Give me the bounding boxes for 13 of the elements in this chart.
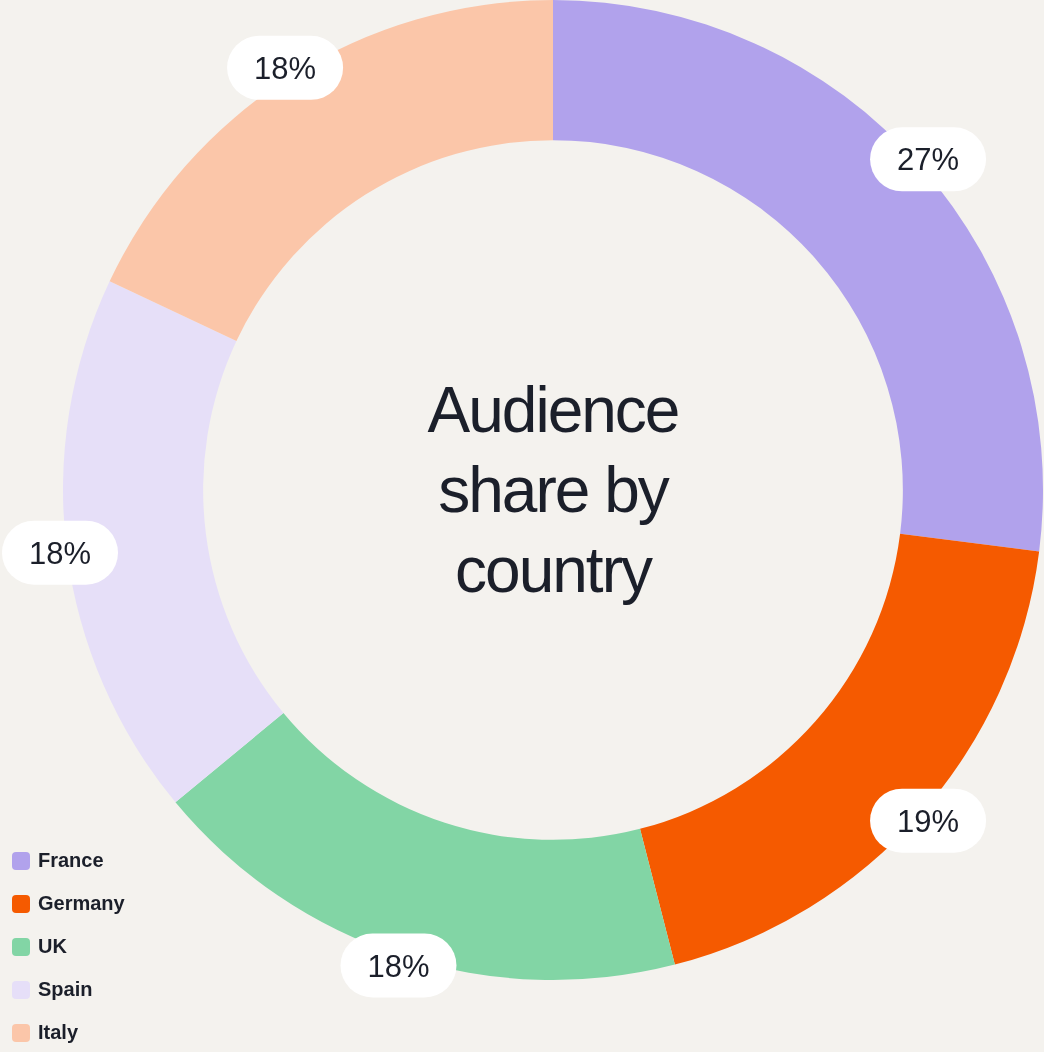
data-label: 27% <box>897 142 960 178</box>
donut-slice <box>109 0 553 342</box>
legend-label: France <box>38 849 104 871</box>
data-label: 18% <box>367 948 430 984</box>
legend-label: Italy <box>38 1021 79 1043</box>
legend-label: Germany <box>38 892 126 914</box>
data-label: 18% <box>254 50 317 86</box>
legend-label: UK <box>38 935 68 957</box>
data-label: 18% <box>28 535 92 571</box>
data-label: 19% <box>897 803 960 839</box>
donut-slice <box>175 713 675 980</box>
text: Audience share by country <box>427 374 679 606</box>
legend-label: Spain <box>38 978 93 1000</box>
